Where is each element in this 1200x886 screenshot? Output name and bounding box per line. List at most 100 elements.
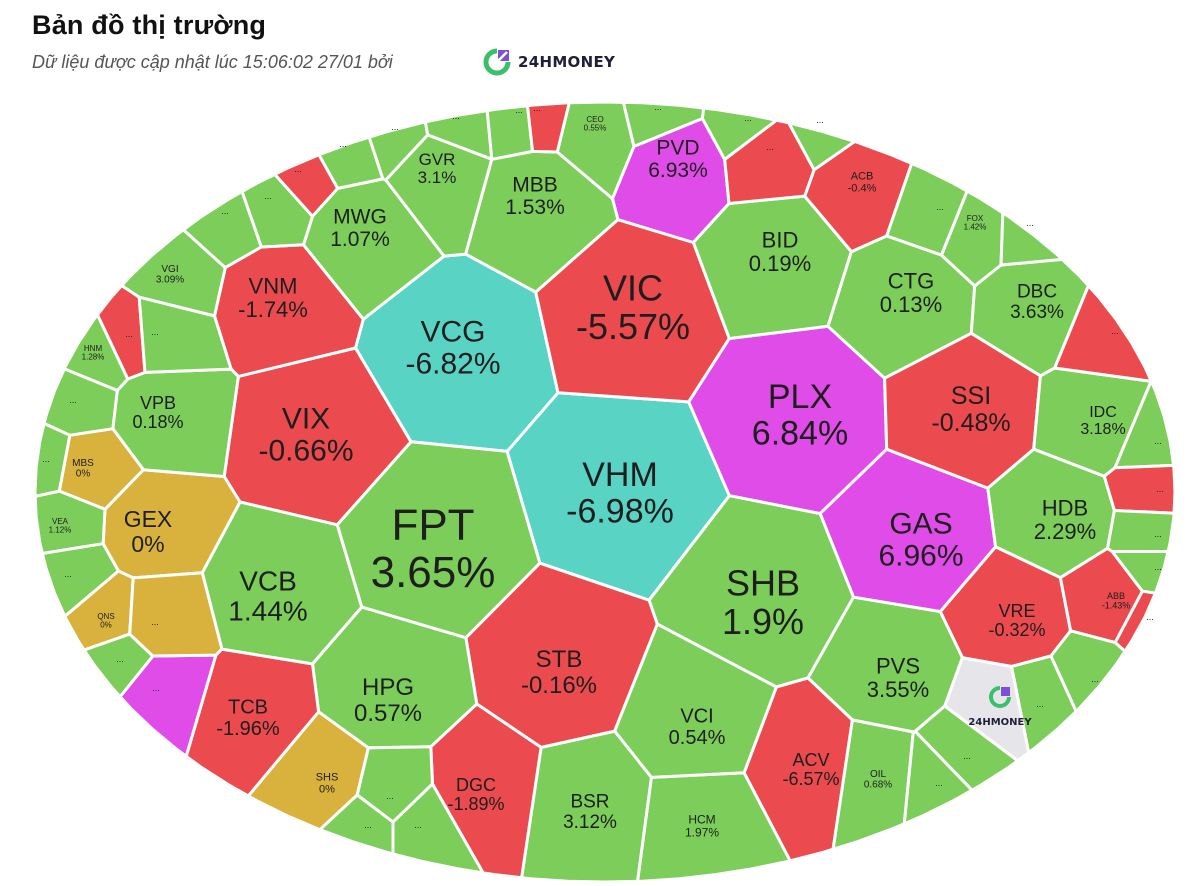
tile-cell	[943, 656, 1031, 763]
heatmap-tile-stb[interactable]: STB-0.16%	[464, 561, 659, 749]
tile-symbol: PVD	[656, 136, 699, 159]
tile-symbol: GAS	[889, 507, 952, 540]
tile-symbol: BID	[762, 227, 799, 252]
page-header: Bản đồ thị trường Dữ liệu được cập nhật …	[32, 10, 615, 76]
tile-ellipsis: ...	[744, 113, 752, 123]
tile-symbol: IDC	[1089, 404, 1117, 421]
tile-ellipsis: ...	[64, 569, 72, 579]
tile-symbol: TCB	[228, 697, 268, 719]
update-timestamp: Dữ liệu được cập nhật lúc 15:06:02 27/01…	[32, 52, 393, 72]
heatmap-small-tile[interactable]: ...	[526, 101, 571, 154]
tile-cell	[885, 162, 969, 257]
heatmap-small-tile[interactable]: ...	[1102, 463, 1177, 515]
heatmap-small-tile[interactable]: ...	[1106, 509, 1176, 553]
tile-change: 1.97%	[685, 825, 719, 839]
tile-ellipsis: ...	[936, 202, 944, 212]
tile-symbol: VCI	[680, 706, 713, 728]
heatmap-small-tile[interactable]: ...	[1113, 379, 1176, 470]
tile-change: -1.96%	[216, 718, 280, 740]
tile-symbol: MBS	[72, 458, 94, 469]
heatmap-small-tile[interactable]: ...	[885, 162, 969, 257]
heatmap-small-tile[interactable]: ...	[391, 782, 485, 875]
tile-ellipsis: ...	[294, 164, 302, 174]
logo-tile-text: 24HMONEY	[968, 717, 1032, 728]
brand-badge[interactable]: 24HMONEY	[482, 47, 615, 77]
tile-change: 1.07%	[330, 228, 390, 251]
tile-cell	[902, 729, 974, 826]
tile-symbol: SSI	[951, 382, 991, 410]
brand-name: 24HMONEY	[518, 53, 616, 71]
tile-symbol: PLX	[768, 378, 832, 416]
tile-symbol: VEA	[52, 517, 69, 526]
tile-change: 0.57%	[354, 700, 422, 727]
heatmap-small-tile[interactable]: ...	[181, 190, 263, 270]
tile-symbol: VCB	[239, 566, 297, 597]
tile-change: 3.12%	[563, 812, 617, 833]
tile-symbol: HCM	[688, 813, 715, 827]
tile-change: 3.09%	[156, 275, 184, 286]
tile-symbol: STB	[536, 646, 583, 673]
heatmap-small-tile[interactable]: ...	[318, 793, 395, 856]
tile-symbol: MWG	[333, 205, 387, 228]
heatmap-small-tile[interactable]: ...	[33, 422, 72, 498]
tile-change: 1.9%	[722, 601, 804, 642]
tile-symbol: PVS	[876, 653, 920, 678]
tile-change: 3.65%	[371, 548, 496, 597]
heatmap-small-tile[interactable]: ...	[42, 367, 119, 437]
tile-symbol: SHS	[316, 772, 339, 784]
tile-change: 6.96%	[878, 540, 963, 573]
tile-change: 6.84%	[752, 414, 848, 452]
tile-symbol: HPG	[362, 674, 414, 701]
tile-symbol: OIL	[870, 769, 887, 780]
tile-symbol: ABB	[1107, 591, 1125, 601]
tile-ellipsis: ...	[1111, 326, 1119, 336]
tile-change: 6.93%	[648, 159, 708, 182]
tile-change: 1.28%	[82, 353, 105, 362]
heatmap-small-tile[interactable]: ...	[999, 211, 1064, 267]
heatmap-tile-dgc[interactable]: DGC-1.89%	[429, 702, 543, 880]
tile-symbol: VIC	[603, 268, 663, 309]
tile-ellipsis: ...	[963, 751, 971, 761]
tile-change: 1.44%	[228, 596, 307, 627]
heatmap-tile-vic[interactable]: VIC-5.57%	[534, 218, 731, 404]
tile-change: 3.63%	[1010, 302, 1064, 323]
tile-cell	[485, 104, 535, 161]
heatmap-small-tile[interactable]: ...	[902, 729, 974, 826]
tile-symbol: FPT	[391, 501, 474, 550]
heatmap-tile-tcb[interactable]: TCB-1.96%	[184, 647, 321, 798]
tile-symbol: BSR	[570, 792, 609, 813]
heatmap-small-tile[interactable]: ...	[485, 104, 535, 161]
tile-symbol: VPB	[140, 393, 176, 413]
tile-ellipsis: ...	[935, 778, 943, 788]
tile-cell	[318, 793, 395, 856]
tile-ellipsis: ...	[1154, 436, 1162, 446]
heatmap-small-tile[interactable]: ...	[40, 542, 120, 618]
tile-change: 0.55%	[584, 124, 607, 133]
tile-change: -6.98%	[566, 492, 674, 530]
heatmap-logo-tile[interactable]: 24HMONEY	[943, 656, 1033, 763]
tile-ellipsis: ...	[1091, 674, 1099, 684]
tile-symbol: DBC	[1017, 282, 1057, 303]
heatmap-small-tile[interactable]: ...	[137, 295, 233, 374]
heatmap-small-tile[interactable]: ...	[787, 115, 857, 172]
heatmap-tile-vnm[interactable]: VNM-1.74%	[213, 243, 365, 378]
heatmap-small-tile[interactable]: ...	[128, 571, 224, 658]
heatmap-tile-vcg[interactable]: VCG-6.82%	[354, 252, 560, 453]
tile-ellipsis: ...	[69, 395, 77, 405]
tile-change: 3.55%	[867, 677, 929, 702]
tile-ellipsis: ...	[1146, 612, 1154, 622]
heatmap-tile-vix[interactable]: VIX-0.66%	[222, 346, 413, 527]
tile-cell	[999, 211, 1064, 267]
heatmap-tile-ssi[interactable]: SSI-0.48%	[883, 331, 1042, 490]
